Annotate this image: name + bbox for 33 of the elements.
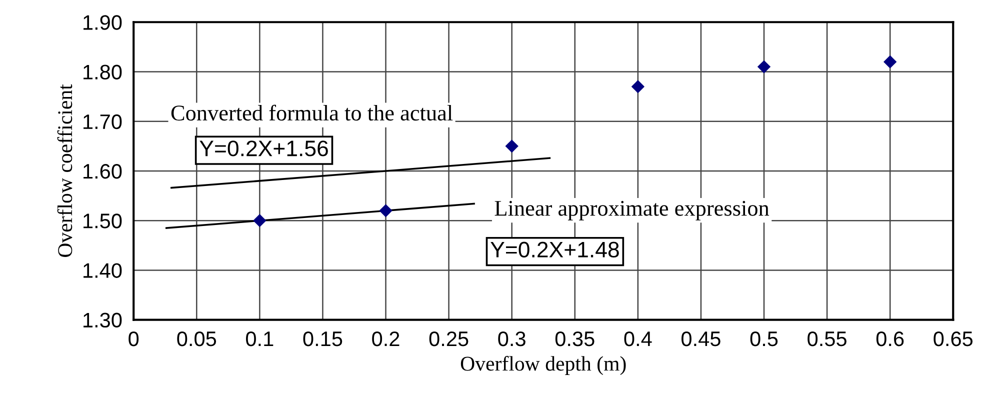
point <box>379 204 392 218</box>
y-axis-title: Overflow coefficient <box>57 84 72 257</box>
x-tick-label: 0.15 <box>303 331 342 346</box>
x-tick-label: 0.05 <box>177 331 216 346</box>
annotation: Y=0.2X+1.56 <box>200 140 328 156</box>
point <box>631 80 645 94</box>
x-tick-label: 0.35 <box>555 331 594 346</box>
x-tick-label: 0.6 <box>876 331 904 346</box>
x-tick-label: 0.65 <box>934 331 973 346</box>
point <box>505 140 518 153</box>
x-tick-label: 0.4 <box>624 331 652 346</box>
x-tick-label: 0.1 <box>246 331 274 346</box>
y-tick-label: 1.90 <box>84 15 122 30</box>
annotation: Linear approximate expression <box>494 200 770 220</box>
y-tick-label: 1.70 <box>84 114 122 130</box>
x-tick-label: 0.25 <box>429 331 468 346</box>
x-axis-title: Overflow depth (m) <box>460 356 626 375</box>
y-tick-label: 1.50 <box>84 214 122 228</box>
point <box>757 60 771 74</box>
point <box>884 55 897 68</box>
x-tick-label: 0.45 <box>682 331 720 346</box>
annotation: Converted formula to the actual <box>171 104 453 121</box>
x-tick-label: 0.2 <box>372 331 400 346</box>
x-tick-label: 0.55 <box>808 331 846 346</box>
y-tick-label: 1.60 <box>84 164 122 179</box>
x-tick-label: 0 <box>128 331 139 346</box>
point <box>253 214 266 228</box>
x-tick-label: 0.5 <box>750 331 778 346</box>
annotation: Y=0.2X+1.48 <box>490 242 619 258</box>
y-tick-label: 1.80 <box>84 64 122 80</box>
y-tick-label: 1.30 <box>84 312 122 328</box>
y-tick-label: 1.40 <box>84 263 122 278</box>
x-tick-label: 0.3 <box>498 331 526 346</box>
